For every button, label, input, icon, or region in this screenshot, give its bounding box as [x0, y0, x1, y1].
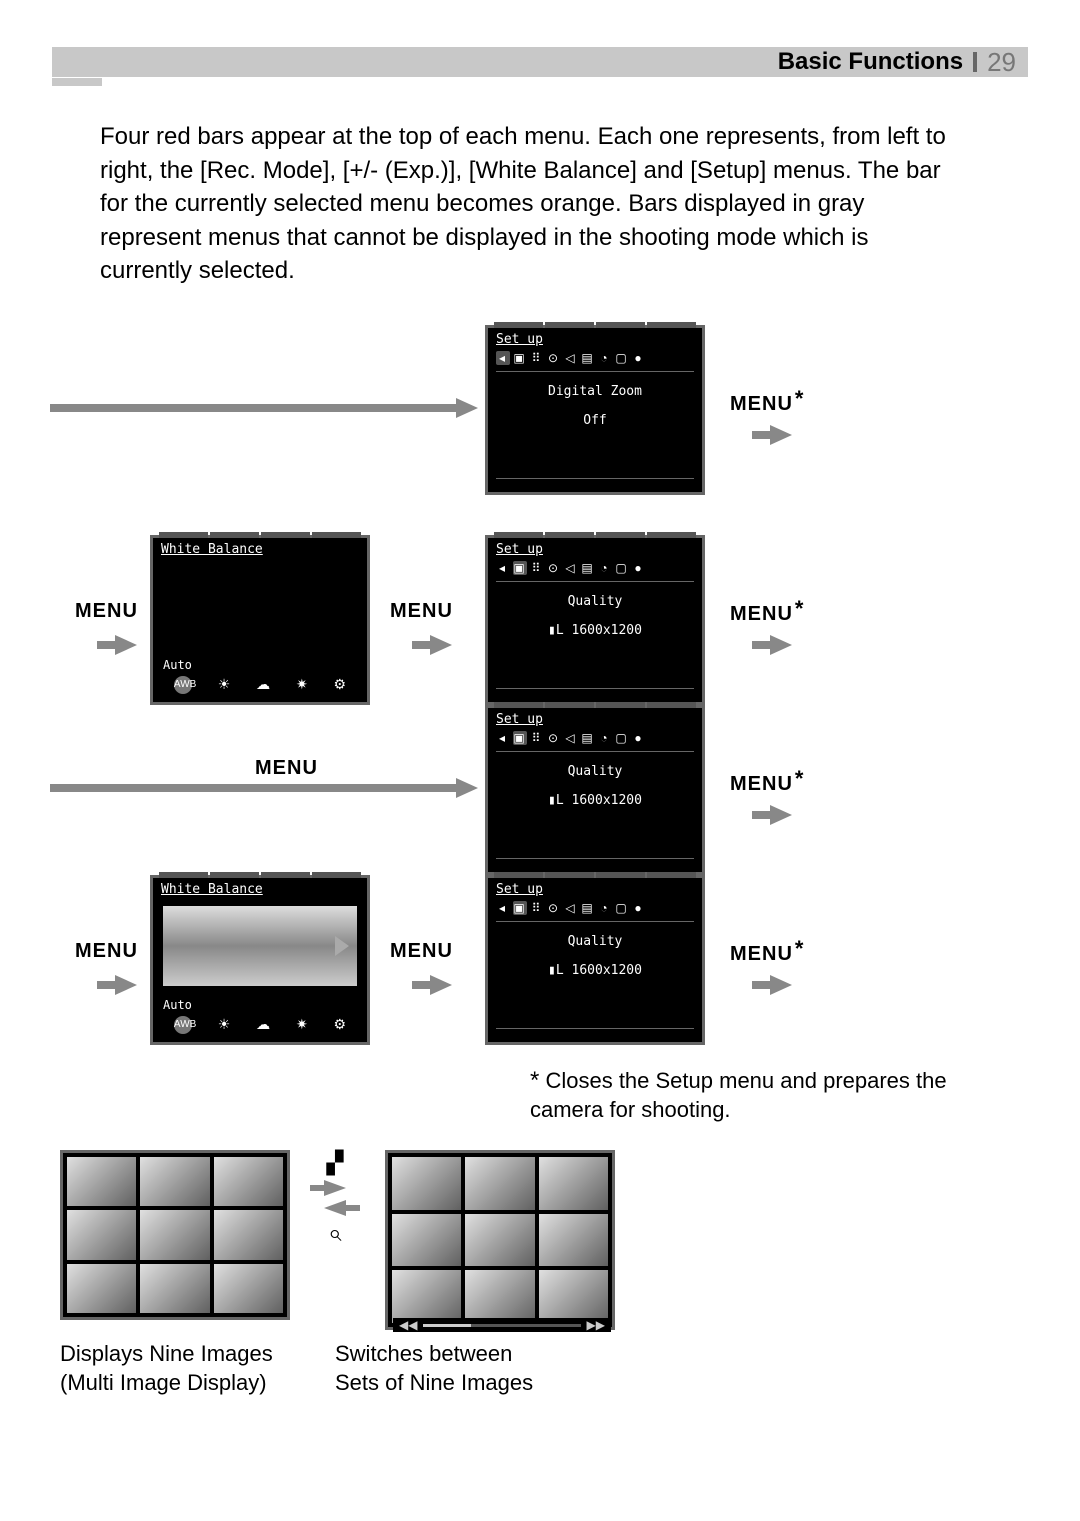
lcd-line2: ▮L 1600x1200 — [488, 949, 702, 978]
menu-label-star-4: MENU — [730, 940, 802, 966]
caption-left-l2: (Multi Image Display) — [60, 1370, 267, 1395]
multi-image-grid-left — [60, 1150, 290, 1320]
footnote-text: Closes the Setup menu and prepares the c… — [530, 1068, 947, 1122]
arrow-icon — [770, 425, 792, 445]
arrow-icon — [115, 975, 137, 995]
lcd-title: Set up — [488, 708, 702, 727]
wb-auto: Auto — [163, 998, 192, 1012]
flow-line-3 — [50, 784, 460, 792]
menu-label-2b: MENU — [390, 600, 453, 623]
arrow-icon — [770, 805, 792, 825]
lcd-title: Set up — [488, 538, 702, 557]
lcd-iconrow: ◂▣⠿⊙◁▤◔▢● — [488, 557, 702, 579]
wb-icons: AWB☀☁✷⚙ — [161, 1016, 359, 1034]
caption-left-l1: Displays Nine Images — [60, 1341, 273, 1366]
menu-label-star-1: MENU — [730, 390, 802, 416]
arrow-icon — [430, 975, 452, 995]
wb-icons: AWB☀☁✷⚙ — [161, 676, 359, 694]
multi-image-grid-right — [385, 1150, 615, 1330]
arrow-icon — [770, 635, 792, 655]
menu-label-star-2: MENU — [730, 600, 802, 626]
menu-label-3: MENU — [255, 757, 318, 780]
lcd-title: Set up — [488, 328, 702, 347]
switch-icons: ▞ ⌕ — [310, 1150, 360, 1248]
wb-title: White Balance — [153, 538, 367, 561]
lcd-line1: Quality — [488, 924, 702, 949]
arrow-icon — [430, 635, 452, 655]
header-tab — [52, 78, 102, 86]
lcd-white-balance-1: White Balance Auto AWB☀☁✷⚙ — [150, 535, 370, 705]
header-title: Basic Functions — [778, 48, 963, 76]
lcd-setup-digitalzoom: Set up ◂▣⠿⊙◁▤◔▢● Digital Zoom Off — [485, 325, 705, 495]
lcd-setup-quality-2: Set up ◂▣⠿⊙◁▤◔▢● Quality ▮L 1600x1200 — [485, 705, 705, 875]
caption-right-l1: Switches between — [335, 1341, 512, 1366]
wb-auto: Auto — [163, 658, 192, 672]
lcd-line2: ▮L 1600x1200 — [488, 609, 702, 638]
wb-title: White Balance — [153, 878, 367, 901]
wb-preview-photo — [163, 906, 357, 986]
checker-icon: ▞ — [310, 1150, 360, 1176]
lcd-line2: Off — [488, 399, 702, 428]
lcd-white-balance-2: White Balance Auto AWB☀☁✷⚙ — [150, 875, 370, 1045]
menu-label-4b: MENU — [390, 940, 453, 963]
lcd-line1: Quality — [488, 754, 702, 779]
menu-label-star-3: MENU — [730, 770, 802, 796]
lcd-iconrow: ◂▣⠿⊙◁▤◔▢● — [488, 897, 702, 919]
arrow-left-icon — [324, 1200, 346, 1216]
menu-flow-diagram: Set up ◂▣⠿⊙◁▤◔▢● Digital Zoom Off MENU W… — [90, 325, 960, 1045]
body-paragraph: Four red bars appear at the top of each … — [100, 120, 950, 288]
arrow-icon — [115, 635, 137, 655]
arrow-icon — [770, 975, 792, 995]
menu-label-4a: MENU — [75, 940, 138, 963]
caption-right-l2: Sets of Nine Images — [335, 1370, 533, 1395]
lcd-line1: Digital Zoom — [488, 374, 702, 399]
flow-line-1 — [50, 404, 460, 412]
lcd-line2: ▮L 1600x1200 — [488, 779, 702, 808]
lcd-title: Set up — [488, 878, 702, 897]
header-separator — [973, 52, 977, 72]
lcd-setup-quality-1: Set up ◂▣⠿⊙◁▤◔▢● Quality ▮L 1600x1200 — [485, 535, 705, 705]
magnify-icon: ⌕ — [328, 1220, 341, 1248]
lcd-iconrow: ◂▣⠿⊙◁▤◔▢● — [488, 347, 702, 369]
lcd-iconrow: ◂▣⠿⊙◁▤◔▢● — [488, 727, 702, 749]
page-header: Basic Functions 29 — [52, 47, 1028, 77]
footnote: * Closes the Setup menu and prepares the… — [530, 1065, 980, 1125]
grid-scrollbar: ◀◀▶▶ — [393, 1318, 611, 1332]
caption-right: Switches between Sets of Nine Images — [335, 1340, 533, 1397]
caption-left: Displays Nine Images (Multi Image Displa… — [60, 1340, 273, 1397]
lcd-setup-quality-3: Set up ◂▣⠿⊙◁▤◔▢● Quality ▮L 1600x1200 — [485, 875, 705, 1045]
menu-label-2a: MENU — [75, 600, 138, 623]
page-number: 29 — [987, 47, 1016, 78]
arrow-right-icon — [324, 1180, 346, 1196]
footnote-star: * — [530, 1067, 539, 1094]
lcd-line1: Quality — [488, 584, 702, 609]
